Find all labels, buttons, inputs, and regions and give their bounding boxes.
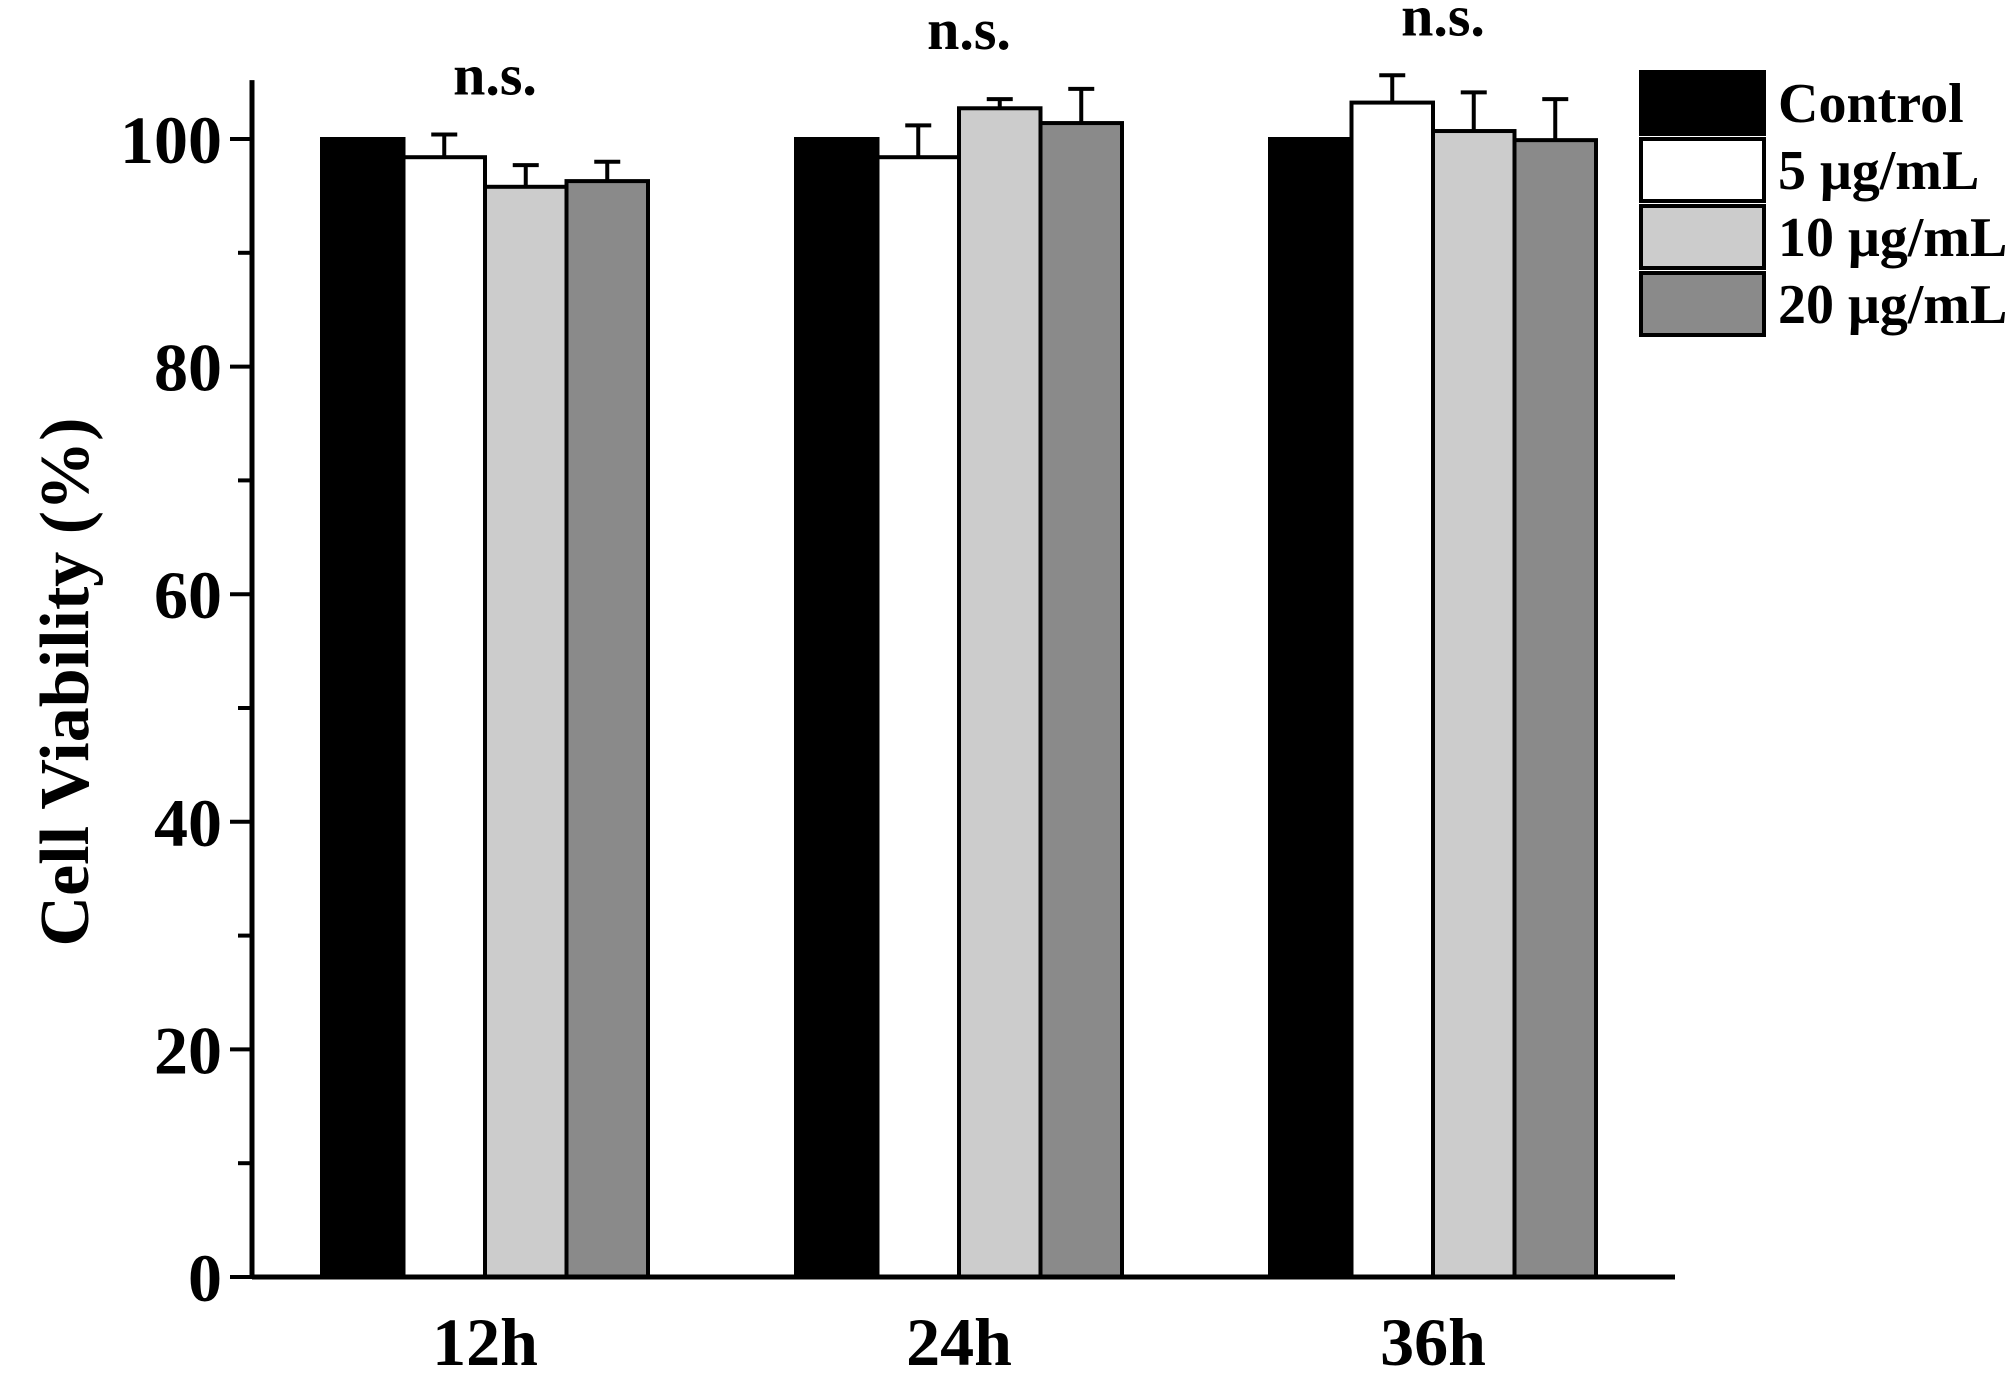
- legend-swatch-3: [1639, 271, 1766, 337]
- significance-label-36h: n.s.: [1401, 0, 1485, 48]
- legend-swatch-2: [1639, 204, 1766, 270]
- y-tick-label-40: 40: [154, 785, 222, 861]
- significance-label-12h: n.s.: [453, 42, 537, 107]
- bar-12h-0: [320, 137, 406, 1279]
- y-tick-label-80: 80: [154, 330, 222, 406]
- bar-24h-3: [1038, 121, 1124, 1280]
- significance-label-24h: n.s.: [927, 0, 1011, 62]
- bar-36h-2: [1431, 129, 1517, 1279]
- legend-label-0: Control: [1778, 73, 1964, 135]
- bar-12h-2: [483, 184, 569, 1279]
- bar-24h-0: [794, 137, 880, 1279]
- x-tick-label-12h: 12h: [432, 1304, 538, 1380]
- legend-swatch-1: [1639, 137, 1766, 203]
- x-tick-label-36h: 36h: [1380, 1304, 1486, 1380]
- bar-12h-3: [564, 179, 650, 1280]
- legend-label-2: 10 μg/mL: [1778, 207, 2007, 269]
- legend-swatch-0: [1639, 70, 1766, 136]
- bar-24h-1: [875, 155, 961, 1279]
- bar-36h-1: [1349, 100, 1435, 1280]
- bar-36h-3: [1512, 138, 1598, 1280]
- y-axis-title: Cell Viability (%): [27, 418, 104, 947]
- legend-label-3: 20 μg/mL: [1778, 274, 2007, 336]
- bar-36h-0: [1268, 137, 1354, 1279]
- x-tick-label-24h: 24h: [906, 1304, 1012, 1380]
- y-tick-label-0: 0: [188, 1240, 222, 1316]
- legend-label-1: 5 μg/mL: [1778, 140, 1979, 202]
- y-tick-label-20: 20: [154, 1012, 222, 1088]
- bar-24h-2: [957, 106, 1043, 1279]
- y-tick-label-60: 60: [154, 557, 222, 633]
- y-tick-label-100: 100: [120, 102, 222, 178]
- bar-12h-1: [401, 155, 487, 1279]
